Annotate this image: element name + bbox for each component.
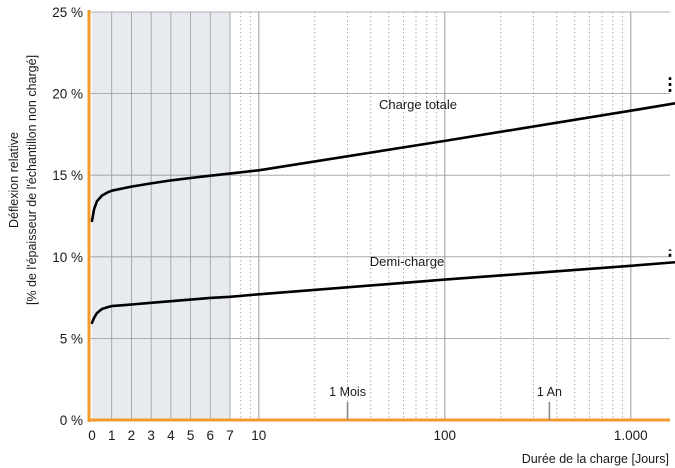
x-tick-label: 10	[251, 428, 266, 443]
x-tick-label: 100	[434, 428, 457, 443]
x-axis-title: Durée de la charge [Jours]	[522, 452, 669, 466]
shaded-region-layer	[92, 12, 230, 420]
shaded-region	[92, 12, 230, 420]
y-axis-title: Déflexion relative	[7, 132, 21, 228]
milestone-label: 1 Mois	[329, 385, 366, 399]
y-axis-title: [% de l'épaisseur de l'échantillon non c…	[25, 55, 39, 305]
y-tick-label: 20 %	[52, 87, 83, 102]
y-tick-label: 10 %	[52, 250, 83, 265]
x-tick-label: 7	[226, 428, 234, 443]
series-line	[90, 260, 675, 325]
x-tick-label: 1	[108, 428, 116, 443]
axis-layer: 0 % 5 % 10 % 15 % 20 % 25 % 0 1 2 3 4 5 6 7 10 100 1.000…	[52, 5, 670, 443]
series-label: Charge totale	[379, 97, 457, 112]
x-tick-label: 1.000	[614, 428, 648, 443]
x-tick-label: 6	[207, 428, 215, 443]
series-layer	[90, 77, 675, 325]
milestone-label: 1 An	[537, 385, 562, 399]
y-tick-label: 25 %	[52, 5, 83, 20]
grid-layer	[89, 11, 670, 420]
series-line	[90, 102, 675, 223]
x-tick-label: 5	[187, 428, 195, 443]
y-tick-label: 15 %	[52, 168, 83, 183]
label-layer: Durée de la charge [Jours] Déflexion rela…	[7, 55, 669, 466]
y-tick-label: 0 %	[60, 413, 83, 428]
series-label: Demi-charge	[370, 254, 444, 269]
y-tick-label: 5 %	[60, 331, 83, 346]
x-tick-label: 3	[147, 428, 155, 443]
x-tick-label: 0	[88, 428, 96, 443]
x-tick-label: 2	[128, 428, 136, 443]
x-tick-label: 4	[167, 428, 175, 443]
